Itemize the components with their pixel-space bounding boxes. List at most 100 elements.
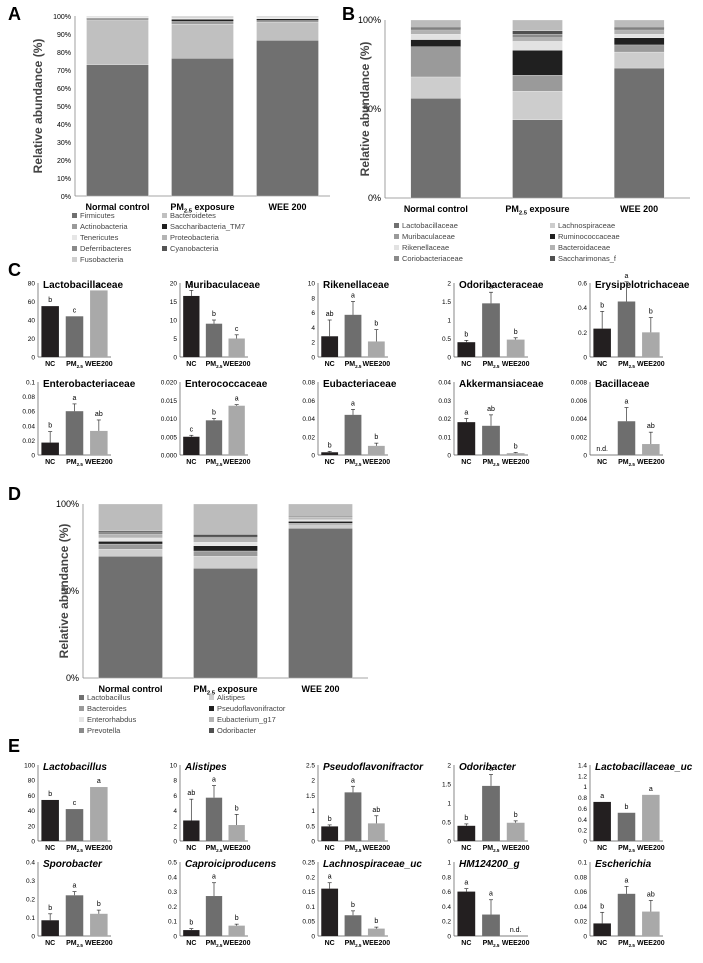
stack-segment	[512, 119, 563, 199]
y-tick-label: 1	[583, 784, 587, 791]
x-category-label: PM2.5 exposure	[505, 204, 569, 217]
x-category-label: NC	[597, 361, 607, 368]
y-tick-label: 1	[447, 318, 451, 325]
bar	[90, 430, 108, 455]
x-category-label: WEE200	[363, 845, 391, 852]
legend-entry: Enterorhabdus	[87, 715, 136, 724]
significance-letter: a	[351, 777, 355, 784]
legend-entry: Lactobacillus	[87, 693, 131, 702]
y-tick-label: 0.000	[161, 453, 178, 460]
significance-letter: c	[73, 800, 77, 807]
stack-segment	[98, 541, 163, 545]
subplot-E-9: 0 0.02 0.04 0.06 0.08 0.1 Escherichia b a ab	[574, 859, 663, 941]
stack-segment	[256, 40, 319, 197]
y-tick-label: 50%	[57, 104, 71, 111]
x-category-label: PM2.5	[206, 361, 223, 369]
subplot-title: Bacillaceae	[595, 379, 650, 390]
significance-letter: a	[97, 778, 101, 785]
y-tick-label: 50%	[363, 104, 381, 114]
stack-segment	[410, 34, 461, 40]
y-tick-label: 0.1	[26, 915, 35, 922]
y-tick-label: 0%	[61, 194, 71, 201]
y-tick-label: 10	[170, 318, 178, 325]
x-category-label: NC	[45, 940, 55, 947]
y-tick-label: 0.8	[578, 795, 587, 802]
legend-swatch	[550, 245, 555, 250]
y-tick-label: 0.4	[168, 874, 177, 881]
stack-segment	[512, 30, 563, 35]
bar	[344, 414, 362, 455]
y-tick-label: 0.1	[578, 860, 587, 867]
significance-letter: n.d.	[510, 927, 522, 934]
stack-segment	[98, 503, 163, 532]
stack-segment	[86, 20, 149, 65]
y-tick-label: 0.004	[571, 416, 588, 423]
stack-segment	[614, 28, 665, 31]
y-tick-label: 0.04	[438, 380, 451, 387]
bar	[205, 797, 223, 841]
stack-segment	[410, 98, 461, 199]
y-tick-label: 0	[173, 355, 177, 362]
subplot-C-6: 0.000 0.005 0.010 0.015 0.020 Enterococcaceae…	[161, 379, 268, 460]
x-category-label: NC	[186, 940, 196, 947]
y-tick-label: 40	[28, 318, 36, 325]
bar	[367, 928, 385, 936]
y-tick-label: 60	[28, 299, 36, 306]
y-tick-label: 0	[31, 934, 35, 941]
x-category-label: NC	[325, 361, 335, 368]
significance-letter: b	[189, 920, 193, 927]
significance-letter: a	[600, 793, 604, 800]
x-category-label: WEE200	[85, 459, 113, 466]
subplot-E-0: 0 20 40 60 80 100 Lactobacillus b c a	[24, 762, 111, 846]
x-category-label: PM2.5	[483, 459, 500, 467]
stacked-chart-A: 0% 10% 20% 30% 40% 50% 60% 70% 80% 90% 100% Relativ…	[31, 14, 330, 264]
stacked-chart-B: 0% 50% 100% Relative abundance (%) Lactobaci…	[358, 15, 690, 263]
bar	[65, 809, 84, 841]
x-category-label: PM2.5	[206, 845, 223, 853]
significance-letter: b	[514, 329, 518, 336]
x-category-label: WEE200	[223, 845, 251, 852]
significance-letter: b	[374, 434, 378, 441]
x-category-label: PM2.5 exposure	[170, 202, 234, 215]
significance-letter: a	[189, 281, 193, 288]
x-category-label: PM2.5	[618, 361, 635, 369]
x-category-label: NC	[186, 459, 196, 466]
stack-segment	[98, 532, 163, 535]
x-category-label: NC	[325, 940, 335, 947]
stack-segment	[193, 536, 258, 539]
significance-letter: b	[600, 903, 604, 910]
x-category-label: NC	[186, 361, 196, 368]
x-category-label: NC	[597, 845, 607, 852]
stack-segment	[193, 534, 258, 538]
legend-swatch	[550, 223, 555, 228]
bar	[457, 422, 476, 455]
significance-letter: a	[212, 874, 216, 881]
bar	[183, 436, 200, 455]
y-axis-title: Relative abundance (%)	[57, 524, 71, 659]
legend-swatch	[79, 717, 84, 722]
y-tick-label: 0.08	[574, 874, 587, 881]
x-category-label: NC	[461, 459, 471, 466]
y-tick-label: 0.4	[578, 817, 587, 824]
charts-layer: 0%10%20%30%40%50%60%70%80%90%100%Relativ…	[22, 14, 692, 948]
x-category-label: NC	[597, 459, 607, 466]
y-tick-label: 0	[311, 934, 315, 941]
significance-letter: a	[489, 766, 493, 773]
stack-segment	[512, 37, 563, 42]
stack-segment	[193, 550, 258, 557]
bar	[90, 913, 108, 936]
legend-entry: Prevotella	[87, 726, 121, 735]
subplot-E-8: 0 0.2 0.4 0.6 0.8 1 HM124200_ga a n.d.	[442, 859, 528, 941]
bar	[617, 301, 636, 357]
stack-segment	[614, 34, 665, 38]
y-tick-label: 10	[170, 763, 178, 770]
y-tick-label: 15	[170, 299, 178, 306]
y-axis-title: Relative abundance (%)	[358, 42, 372, 177]
legend-swatch	[394, 234, 399, 239]
y-tick-label: 0.5	[306, 823, 315, 830]
subplot-title: Alistipes	[184, 762, 227, 773]
subplot-E-4: 0 0.2 0.4 0.6 0.8 1 1.2 1.4 Lactobacillaceae_uca…	[578, 762, 693, 846]
subplot-C-3: 0 0.5 1 1.5 2 Odoribacteraceae b a b	[442, 280, 544, 362]
stack-segment	[288, 516, 353, 519]
bar	[41, 799, 59, 841]
